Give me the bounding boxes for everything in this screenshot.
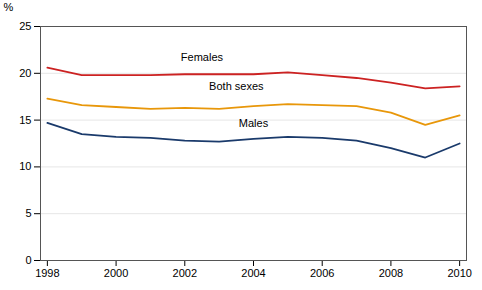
svg-text:Males: Males [239,117,269,129]
svg-text:15: 15 [19,114,31,126]
svg-text:10: 10 [19,160,31,172]
svg-text:0: 0 [25,254,31,266]
svg-text:2008: 2008 [379,267,403,279]
svg-text:Females: Females [181,51,224,63]
svg-text:2010: 2010 [447,267,471,279]
svg-text:20: 20 [19,67,31,79]
svg-text:25: 25 [19,20,31,32]
svg-text:2000: 2000 [104,267,128,279]
svg-text:2004: 2004 [241,267,265,279]
svg-text:2006: 2006 [310,267,334,279]
svg-text:1998: 1998 [35,267,59,279]
svg-text:%: % [4,1,14,13]
svg-text:2002: 2002 [173,267,197,279]
svg-text:Both sexes: Both sexes [209,80,264,92]
svg-text:5: 5 [25,207,31,219]
